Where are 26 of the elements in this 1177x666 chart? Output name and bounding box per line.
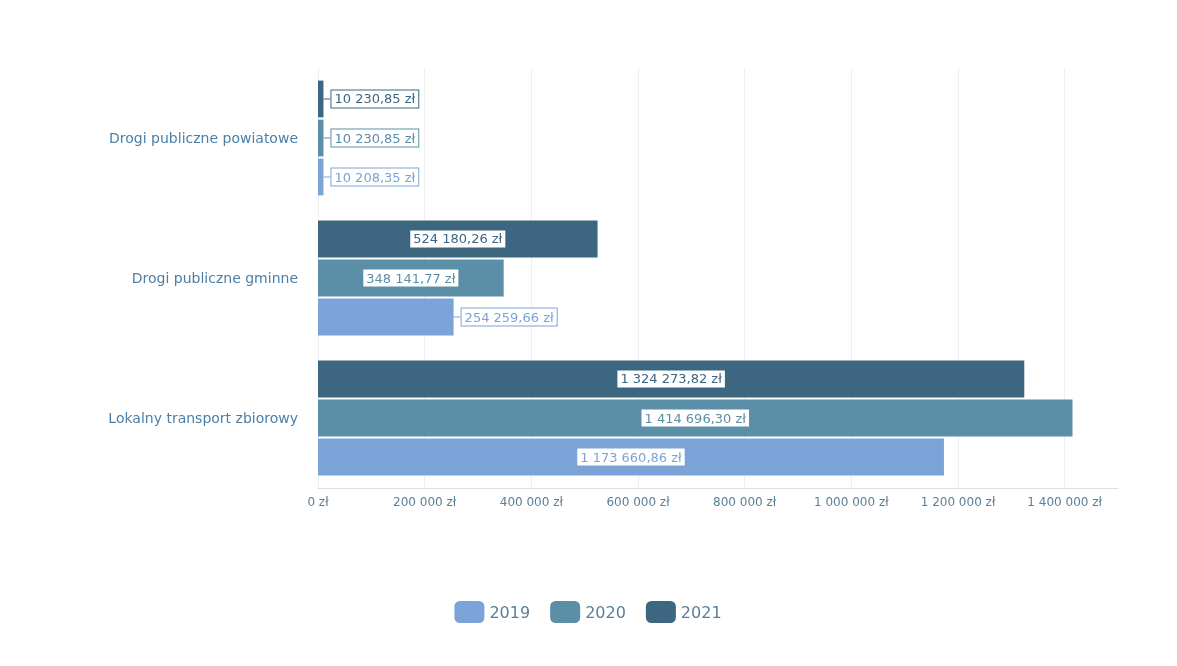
- bar: [318, 399, 1073, 437]
- bar: [318, 360, 1025, 398]
- legend-label: 2021: [680, 602, 722, 622]
- data-label: 524 180,26 zł: [413, 231, 503, 247]
- y-tick-label: Lokalny transport zbiorowy: [108, 410, 298, 426]
- x-tick-label: 1 200 000 zł: [920, 495, 996, 509]
- data-label: 1 414 696,30 zł: [644, 410, 747, 426]
- legend-label: 2019: [489, 602, 531, 622]
- x-tick-label: 0 zł: [307, 495, 330, 509]
- data-label: 10 208,35 zł: [334, 169, 416, 185]
- data-label: 1 324 273,82 zł: [620, 371, 723, 387]
- y-tick-label: Drogi publiczne gminne: [131, 270, 298, 286]
- x-tick-label: 1 000 000 zł: [814, 495, 890, 509]
- x-tick-label: 200 000 zł: [393, 495, 457, 509]
- bar: [318, 438, 944, 476]
- x-tick-label: 600 000 zł: [606, 495, 671, 509]
- data-label: 1 173 660,86 zł: [580, 449, 683, 465]
- data-label: 254 259,66 zł: [464, 309, 554, 325]
- y-tick-label: Drogi publiczne powiatowe: [109, 130, 298, 146]
- x-tick-label: 800 000 zł: [713, 495, 777, 509]
- x-tick-label: 1 400 000 zł: [1027, 495, 1103, 509]
- data-label: 10 230,85 zł: [334, 91, 416, 107]
- x-tick-label: 400 000 zł: [499, 495, 564, 509]
- data-label: 348 141,77 zł: [366, 270, 456, 286]
- legend-label: 2020: [585, 602, 626, 622]
- data-label: 10 230,85 zł: [334, 130, 416, 146]
